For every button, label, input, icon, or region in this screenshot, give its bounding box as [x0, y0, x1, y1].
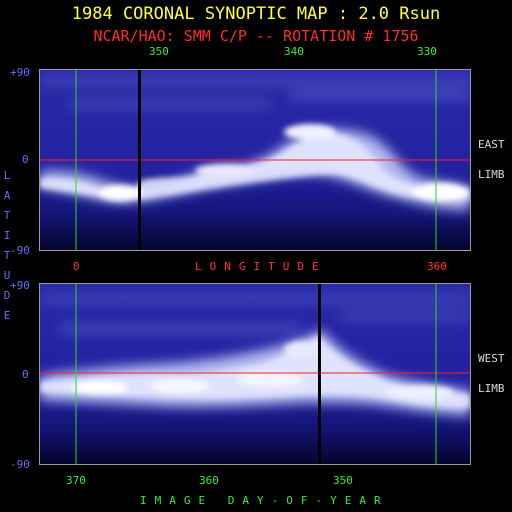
day-of-year-tick: 370 — [66, 474, 86, 487]
bottom-panel-frame — [39, 283, 471, 465]
top-longitude-tick: 350 — [149, 45, 169, 58]
east-limb-map — [40, 70, 470, 250]
west-limb-map-image — [40, 284, 470, 464]
latitude-letter: L — [3, 169, 11, 182]
data-gap — [318, 284, 321, 464]
map-title: 1984 CORONAL SYNOPTIC MAP : 2.0 Rsun — [71, 4, 441, 24]
latitude-letter: T — [3, 249, 11, 262]
top-longitude-tick: 330 — [417, 45, 437, 58]
longitude-start: 0 — [73, 260, 80, 273]
longitude-axis-title: LONGITUDE — [195, 260, 327, 273]
data-gap — [138, 70, 141, 250]
east-label: EAST — [478, 138, 505, 151]
latitude-letter: A — [3, 189, 11, 202]
latitude-letter: D — [3, 289, 11, 302]
day-of-year-tick: 360 — [199, 474, 219, 487]
east-limb-label: LIMB — [478, 168, 505, 181]
latitude-letter: E — [3, 309, 11, 322]
top-lat-tick: 0 — [22, 153, 29, 166]
west-limb-label: LIMB — [478, 382, 505, 395]
day-of-year-axis-title: IMAGE DAY-OF-YEAR — [140, 494, 389, 507]
top-lat-tick: -90 — [10, 244, 30, 257]
east-limb-map-image — [40, 70, 470, 250]
bottom-lat-tick: -90 — [10, 458, 30, 471]
bottom-lat-tick: +90 — [10, 279, 30, 292]
top-lat-tick: +90 — [10, 66, 30, 79]
latitude-letter: T — [3, 209, 11, 222]
west-label: WEST — [478, 352, 505, 365]
top-panel-frame — [39, 69, 471, 251]
day-of-year-tick: 350 — [333, 474, 353, 487]
latitude-letter: I — [3, 229, 11, 242]
west-limb-map — [40, 284, 470, 464]
latitude-letter: U — [3, 269, 11, 282]
longitude-end: 360 — [427, 260, 447, 273]
top-longitude-tick: 340 — [284, 45, 304, 58]
bottom-lat-tick: 0 — [22, 368, 29, 381]
latitude-axis-title: L A T I T U D E — [2, 166, 12, 326]
map-subtitle: NCAR/HAO: SMM C/P -- ROTATION # 1756 — [93, 27, 419, 45]
